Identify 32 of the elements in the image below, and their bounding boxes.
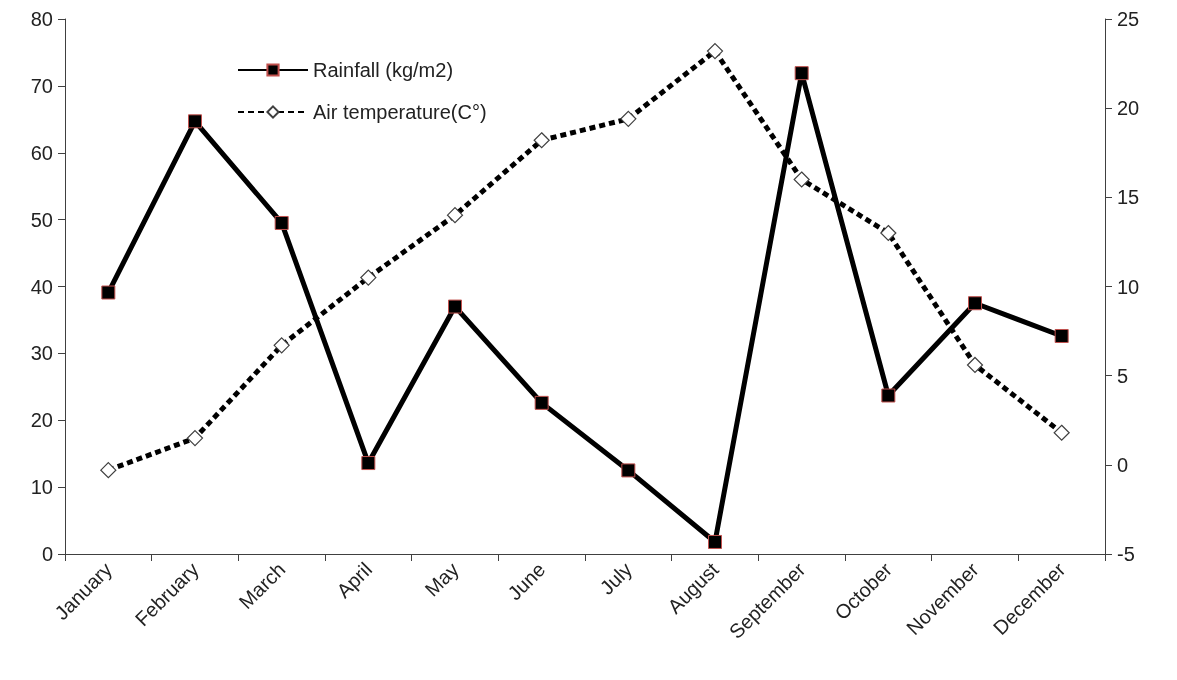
x-tick-label: May [420, 558, 463, 601]
y-tick-label: 80 [30, 8, 53, 30]
y2-tick-label: 25 [1117, 8, 1140, 30]
y-tick-label: 50 [30, 208, 53, 231]
point [101, 285, 116, 300]
y-tick-label: 60 [30, 141, 53, 164]
point [188, 114, 202, 129]
point [361, 456, 376, 471]
point [968, 296, 982, 311]
point [274, 215, 289, 230]
point [794, 66, 809, 81]
y-tick-label: 20 [30, 409, 53, 432]
y2-tick-label: 0 [1117, 453, 1129, 476]
point [621, 463, 636, 478]
y2-tick-label: 20 [1117, 97, 1140, 120]
y2-tick-label: 15 [1117, 186, 1140, 209]
point [1054, 328, 1069, 343]
y-tick-label: 30 [30, 342, 53, 365]
y-tick-label: 40 [30, 275, 53, 298]
legend-label: Air temperature(C°) [313, 101, 487, 123]
y-tick-label: 70 [30, 74, 53, 97]
y2-tick-label: 5 [1117, 364, 1129, 387]
y-tick-label: 10 [30, 476, 53, 499]
point [881, 388, 896, 403]
y2-tick-label: -5 [1117, 543, 1135, 565]
point [708, 534, 722, 549]
legend-label: Rainfall (kg/m2) [313, 59, 454, 81]
point [534, 395, 549, 410]
point [448, 299, 462, 314]
x-tick-label: July [595, 558, 637, 599]
y-tick-label: 0 [41, 543, 53, 565]
y2-tick-label: 10 [1117, 275, 1140, 298]
